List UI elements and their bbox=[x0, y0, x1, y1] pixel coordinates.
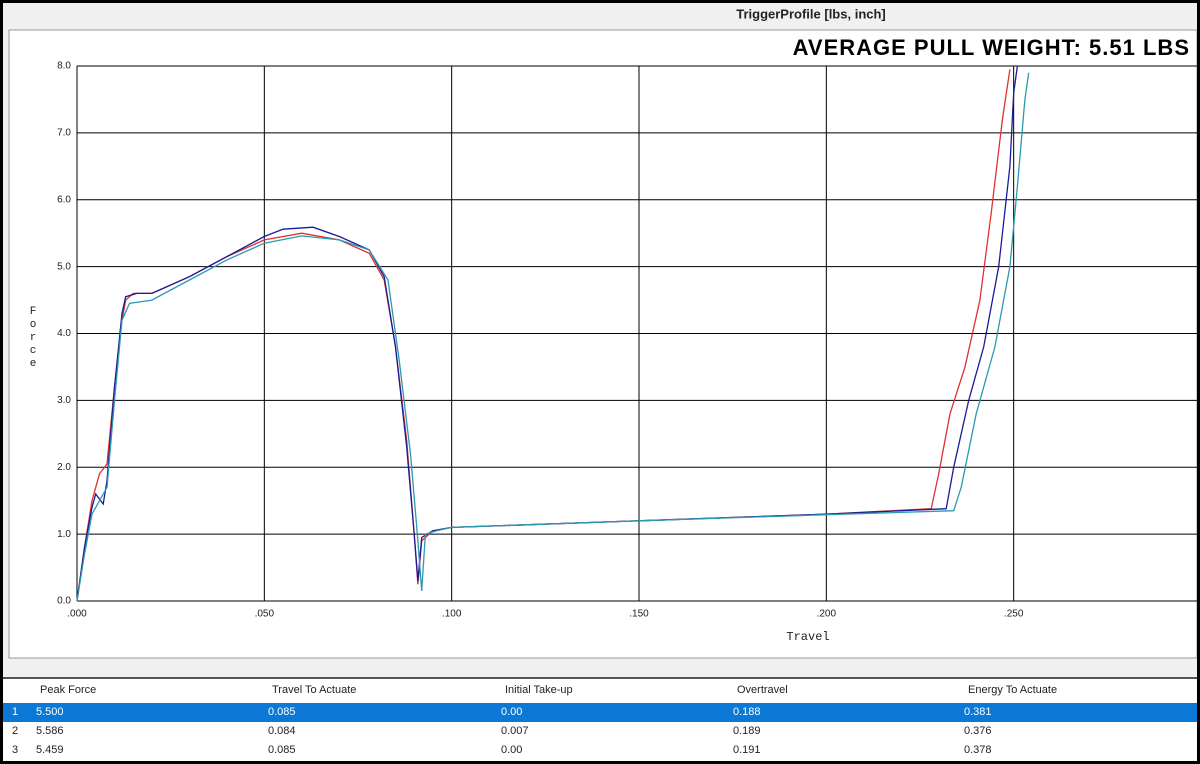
column-header: Energy To Actuate bbox=[968, 684, 1058, 696]
y-tick-label: 0.0 bbox=[57, 596, 71, 607]
chart: TriggerProfile [lbs, inch] AVERAGE PULL … bbox=[8, 6, 1197, 659]
table-cell: 5.459 bbox=[36, 744, 64, 756]
table-cell: 0.378 bbox=[964, 744, 992, 756]
y-tick-label: 4.0 bbox=[57, 328, 71, 339]
column-header: Peak Force bbox=[40, 684, 97, 696]
y-tick-label: 2.0 bbox=[57, 462, 71, 473]
x-tick-label: .150 bbox=[629, 609, 649, 620]
table-cell: 5.586 bbox=[36, 725, 64, 737]
y-tick-label: 3.0 bbox=[57, 395, 71, 406]
table-cell: 0.085 bbox=[268, 744, 296, 756]
series-line bbox=[76, 72, 1030, 602]
table-cell: 0.189 bbox=[733, 725, 761, 737]
table-row[interactable]: 2 5.586 0.084 0.007 0.189 0.376 bbox=[3, 722, 1197, 741]
table-cell: 5.500 bbox=[36, 706, 64, 718]
table-cell: 0.085 bbox=[268, 706, 296, 718]
y-tick-label: 6.0 bbox=[57, 194, 71, 205]
column-header: Overtravel bbox=[737, 684, 788, 696]
table-cell: 0.188 bbox=[733, 706, 761, 718]
y-tick-label: 1.0 bbox=[57, 529, 71, 540]
table-row[interactable]: 1 5.500 0.085 0.00 0.188 0.381 bbox=[3, 703, 1197, 722]
results-table: Peak Force Travel To Actuate Initial Take-… bbox=[3, 677, 1197, 761]
y-tick-label: 7.0 bbox=[57, 128, 71, 139]
table-row[interactable]: 3 5.459 0.085 0.00 0.191 0.378 bbox=[3, 741, 1197, 760]
table-cell: 0.381 bbox=[964, 706, 992, 718]
series-line bbox=[76, 65, 1019, 602]
column-header: Travel To Actuate bbox=[272, 684, 357, 696]
table-cell: 0.007 bbox=[501, 725, 529, 737]
table-cell: 0.376 bbox=[964, 725, 992, 737]
x-axis-label: Travel bbox=[786, 630, 829, 644]
x-tick-label: .100 bbox=[442, 609, 462, 620]
annotation: AVERAGE PULL WEIGHT: 5.51 LBS bbox=[793, 35, 1190, 60]
plot-panel bbox=[8, 29, 1197, 659]
x-tick-label: .000 bbox=[67, 609, 87, 620]
x-tick-label: .200 bbox=[817, 609, 837, 620]
column-header: Initial Take-up bbox=[505, 684, 573, 696]
table-cell: 0.00 bbox=[501, 706, 523, 718]
table-cell: 0.191 bbox=[733, 744, 761, 756]
table-cell: 0.00 bbox=[501, 744, 523, 756]
row-index: 3 bbox=[12, 744, 19, 756]
window: TriggerProfile [lbs, inch] AVERAGE PULL … bbox=[3, 3, 1197, 761]
chart-title: TriggerProfile [lbs, inch] bbox=[736, 6, 886, 21]
table-cell: 0.084 bbox=[268, 725, 296, 737]
row-index: 1 bbox=[12, 706, 19, 718]
x-tick-label: .050 bbox=[255, 609, 275, 620]
row-index: 2 bbox=[12, 725, 19, 737]
y-tick-label: 5.0 bbox=[57, 261, 71, 272]
table-header: Peak Force Travel To Actuate Initial Take-… bbox=[3, 681, 1197, 700]
x-tick-label: .250 bbox=[1004, 609, 1024, 620]
y-tick-label: 8.0 bbox=[57, 61, 71, 72]
